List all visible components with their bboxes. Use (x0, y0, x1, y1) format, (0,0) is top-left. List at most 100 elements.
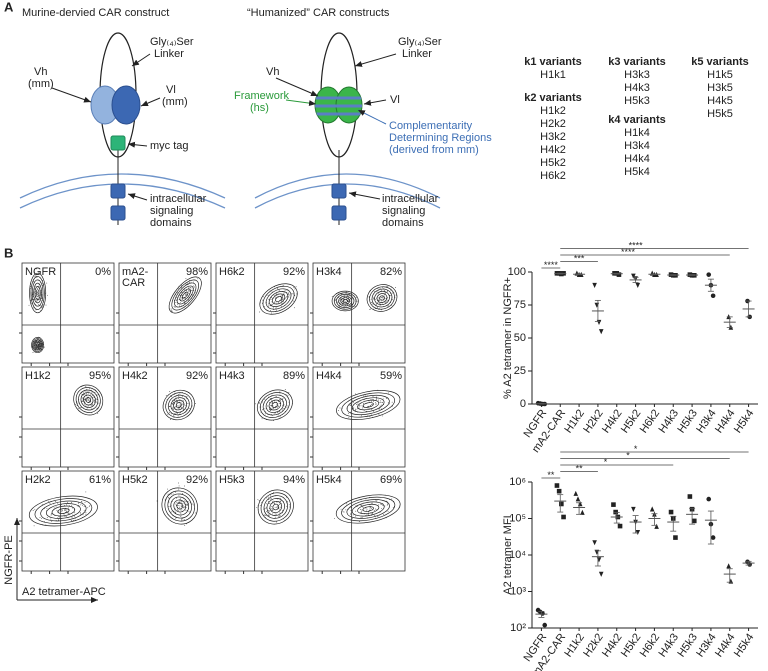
data-point (554, 483, 560, 488)
event-dot (375, 404, 377, 406)
event-dot (58, 516, 60, 518)
event-dot (379, 503, 381, 505)
event-dot (378, 297, 380, 299)
contour (275, 296, 283, 302)
diagram-label: Vl (166, 84, 176, 96)
contour (362, 402, 374, 408)
event-dot (90, 394, 92, 396)
event-dot (80, 513, 82, 515)
event-dot (71, 516, 73, 518)
contour (341, 392, 396, 418)
event-dot (182, 404, 184, 406)
data-point (542, 622, 548, 628)
event-dot (168, 497, 170, 499)
event-dot (182, 403, 184, 405)
event-dot (372, 297, 374, 299)
x-tick-label: H4k4 (713, 632, 738, 660)
contour (182, 291, 189, 299)
sample-label: H5k3 (219, 474, 245, 486)
event-dot (28, 304, 30, 306)
event-dot (84, 400, 86, 402)
event-dot (371, 513, 373, 514)
event-dot (296, 293, 298, 295)
event-dot (192, 504, 194, 506)
event-dot (276, 403, 278, 405)
event-dot (72, 514, 74, 516)
diagram-label: Framework (234, 90, 290, 102)
sample-label: H6k2 (219, 266, 245, 278)
event-dot (362, 506, 364, 508)
event-dot (387, 510, 389, 512)
event-dot (373, 298, 374, 300)
event-dot (57, 502, 58, 504)
y-tick-label: 10⁵ (509, 512, 526, 524)
event-dot (268, 501, 270, 502)
flow-plot: H5k2 92% (116, 470, 212, 574)
x-tick-label: H4k2 (600, 408, 625, 436)
event-dot (338, 410, 339, 411)
event-dot (269, 407, 271, 409)
event-dot (176, 296, 178, 298)
error-bar (594, 299, 601, 322)
event-dot (381, 297, 383, 298)
event-dot (380, 507, 382, 509)
diagram-label: signaling (150, 205, 193, 217)
flow-plot: H4k4 59% (310, 366, 406, 470)
diagram-label: (derived from mm) (389, 144, 479, 156)
variant-item: H5k5 (707, 108, 733, 120)
event-dot (288, 293, 289, 295)
event-dot (383, 290, 385, 291)
contour (262, 394, 287, 416)
contour (164, 490, 195, 522)
event-dot (335, 299, 336, 301)
flow-plot: NGFR 0% (19, 262, 115, 366)
contour (374, 290, 390, 306)
event-dot (191, 503, 193, 505)
event-dot (278, 399, 280, 401)
event-dot (178, 405, 180, 407)
event-dot (88, 399, 90, 400)
event-dot (174, 491, 176, 493)
event-dot (191, 290, 193, 291)
event-dot (373, 514, 375, 516)
event-dot (56, 509, 58, 511)
event-dot (279, 399, 281, 401)
event-dot (71, 505, 73, 507)
event-dot (391, 292, 393, 294)
sample-label: H4k2 (122, 370, 148, 382)
event-dot (274, 412, 276, 414)
contour (331, 290, 359, 312)
contour (379, 295, 385, 301)
event-dot (187, 282, 189, 284)
event-dot (375, 508, 377, 510)
event-dot (271, 510, 273, 512)
contour (266, 498, 285, 516)
contour (78, 389, 99, 411)
event-dot (87, 507, 89, 509)
event-dot (176, 401, 178, 403)
variant-item: H1k1 (540, 69, 566, 81)
contour (57, 508, 70, 514)
event-dot (53, 507, 55, 509)
event-dot (178, 305, 180, 307)
event-dot (55, 506, 57, 508)
event-dot (178, 400, 180, 402)
event-dot (68, 513, 70, 515)
contour (271, 402, 279, 408)
event-dot (71, 520, 73, 521)
event-dot (263, 514, 265, 516)
event-dot (33, 525, 35, 527)
event-dot (349, 293, 350, 295)
event-dot (96, 398, 98, 400)
event-dot (92, 394, 94, 396)
contour (257, 489, 294, 525)
event-dot (345, 302, 347, 304)
event-dot (88, 506, 90, 508)
event-dot (90, 397, 92, 399)
event-dot (186, 290, 188, 292)
event-dot (379, 299, 380, 301)
contour (336, 390, 401, 420)
event-dot (380, 408, 382, 410)
event-dot (387, 305, 389, 307)
